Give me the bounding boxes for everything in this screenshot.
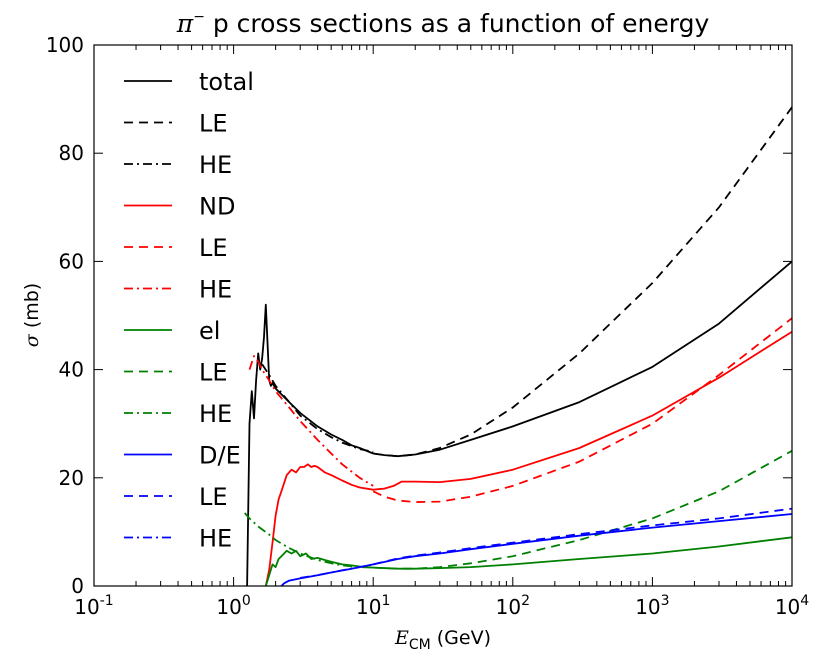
- legend-label-2: HE: [199, 151, 232, 179]
- legend-label-9: D/E: [199, 442, 241, 470]
- y-tick-label: 20: [59, 466, 84, 490]
- legend-label-6: el: [199, 317, 220, 345]
- series-line-3: [264, 330, 793, 587]
- legend-label-8: HE: [199, 400, 232, 428]
- series-line-1: [373, 106, 793, 458]
- series-line-0: [246, 260, 793, 587]
- x-tick-label: 104: [775, 593, 809, 619]
- series-line-6: [264, 536, 793, 587]
- legend-label-5: HE: [199, 276, 232, 304]
- y-tick-label: 0: [71, 574, 84, 598]
- plot-frame: [93, 44, 793, 587]
- legend: total LE HE ND LE HE el LE HE D/E LE HE: [124, 68, 254, 553]
- chart-title: π− p cross sections as a function of ene…: [176, 9, 710, 38]
- legend-label-10: LE: [199, 483, 228, 511]
- legend-label-7: LE: [199, 359, 228, 387]
- series-line-4: [372, 317, 793, 503]
- series-line-5: [248, 355, 374, 487]
- series-line-2: [261, 363, 374, 453]
- x-tick-label: 10-1: [74, 593, 113, 619]
- series-line-9: [280, 513, 793, 587]
- legend-label-0: total: [199, 68, 254, 96]
- y-tick-label: 80: [59, 141, 84, 165]
- legend-label-4: LE: [199, 234, 228, 262]
- y-tick-label: 40: [59, 358, 84, 382]
- y-axis-label: σ (mb): [21, 283, 43, 347]
- series-line-10: [372, 507, 793, 566]
- x-tick-label: 100: [216, 593, 250, 619]
- axis-ticks: 10-1 100 101 102 103 104 0 20 40 60 80 100: [46, 33, 809, 619]
- series-line-8: [244, 512, 374, 569]
- x-tick-label: 102: [496, 593, 530, 619]
- y-tick-label: 100: [46, 33, 84, 57]
- y-tick-label: 60: [59, 249, 84, 273]
- x-tick-label: 103: [635, 593, 669, 619]
- series-line-7: [373, 450, 793, 570]
- legend-label-1: LE: [199, 110, 228, 138]
- series-layer: [244, 106, 793, 587]
- x-tick-label: 101: [356, 593, 390, 619]
- x-axis-label: ECM (GeV): [394, 627, 491, 653]
- legend-label-11: HE: [199, 525, 232, 553]
- legend-label-3: ND: [199, 193, 235, 221]
- series-line-11: [300, 563, 374, 579]
